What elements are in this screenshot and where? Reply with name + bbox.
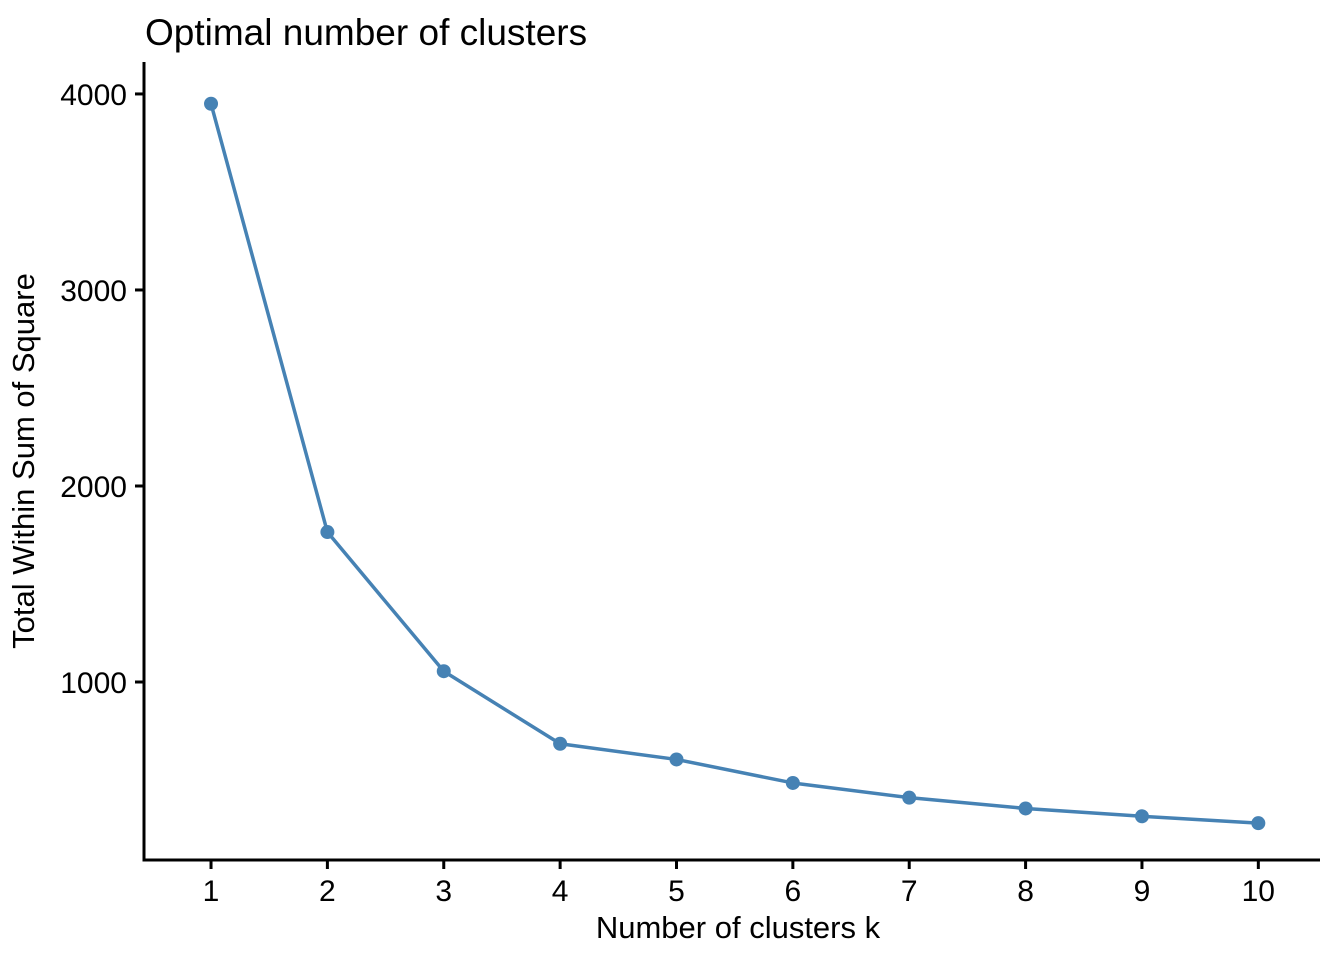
wss-line-series (204, 96, 1266, 831)
data-point (1018, 801, 1033, 816)
data-point (902, 790, 917, 805)
data-point (1251, 816, 1266, 831)
y-tick-label: 2000 (60, 471, 127, 504)
data-point (1134, 809, 1149, 824)
x-axis-ticks: 1 2 3 4 5 6 7 8 9 10 (203, 860, 1275, 908)
data-line (209, 102, 1261, 825)
data-point (669, 752, 684, 767)
x-tick-label: 3 (435, 875, 452, 908)
x-tick-label: 8 (1017, 875, 1034, 908)
x-tick-label: 4 (552, 875, 569, 908)
y-axis-ticks: 1000 2000 3000 4000 (60, 79, 144, 700)
data-point (204, 96, 219, 111)
x-tick-label: 7 (901, 875, 918, 908)
y-tick-label: 4000 (60, 79, 127, 112)
y-tick-label: 1000 (60, 667, 127, 700)
plot-title: Optimal number of clusters (145, 12, 587, 53)
x-tick-label: 6 (785, 875, 802, 908)
y-axis-title: Total Within Sum of Square (6, 273, 41, 649)
x-axis-title: Number of clusters k (596, 910, 881, 945)
x-tick-label: 1 (203, 875, 220, 908)
y-tick-label: 3000 (60, 275, 127, 308)
x-tick-label: 2 (319, 875, 336, 908)
data-point (553, 736, 568, 751)
data-point (785, 775, 800, 790)
data-point (436, 664, 451, 679)
x-tick-label: 9 (1134, 875, 1151, 908)
x-tick-label: 5 (668, 875, 685, 908)
data-point (320, 525, 335, 540)
x-tick-label: 10 (1242, 875, 1275, 908)
